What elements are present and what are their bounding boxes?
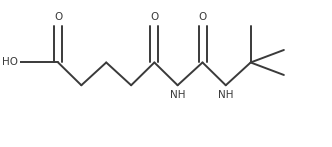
- Text: HO: HO: [2, 57, 18, 67]
- Text: NH: NH: [218, 90, 233, 100]
- Text: NH: NH: [170, 90, 185, 100]
- Text: O: O: [150, 12, 158, 22]
- Text: O: O: [54, 12, 62, 22]
- Text: O: O: [199, 12, 207, 22]
